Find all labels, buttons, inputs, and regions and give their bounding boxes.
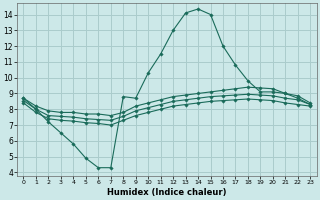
X-axis label: Humidex (Indice chaleur): Humidex (Indice chaleur): [107, 188, 227, 197]
